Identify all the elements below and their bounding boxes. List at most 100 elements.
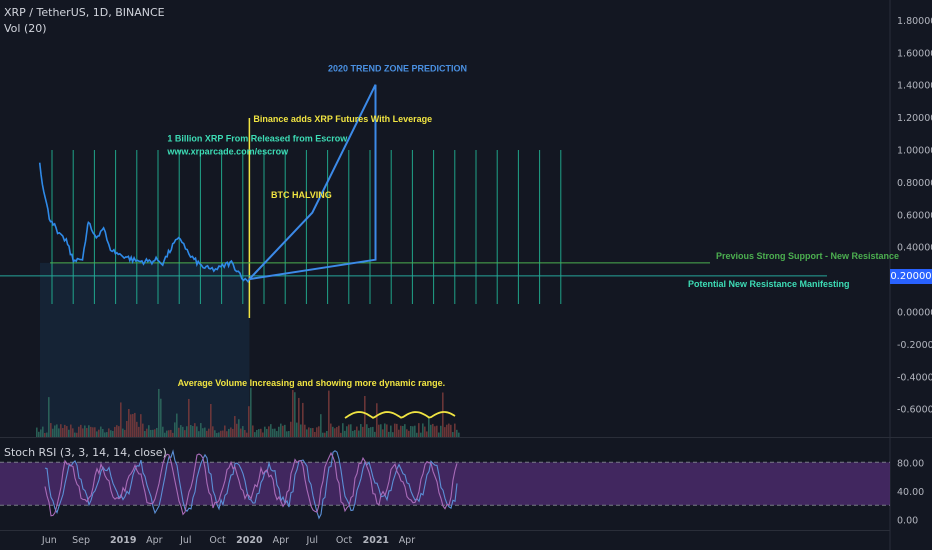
volume-bar — [292, 390, 294, 437]
volume-bar — [316, 427, 318, 437]
volume-bar — [156, 427, 158, 437]
volume-bar — [270, 424, 272, 437]
volume-bar — [330, 423, 332, 437]
volume-bar — [352, 430, 354, 437]
volume-bar — [190, 425, 192, 437]
volume-bar — [450, 424, 452, 437]
x-tick-label: Oct — [209, 535, 226, 546]
volume-bar — [110, 430, 112, 437]
volume-bar — [414, 425, 416, 437]
volume-bar — [94, 427, 96, 437]
volume-bar — [140, 414, 142, 437]
volume-bar — [116, 425, 118, 437]
volume-bar — [446, 424, 448, 437]
volume-bar — [272, 428, 274, 437]
volume-bar — [210, 403, 212, 437]
volume-bar — [202, 428, 204, 437]
x-tick-label: 2019 — [110, 535, 136, 546]
volume-bar — [224, 425, 226, 437]
volume-bar — [274, 428, 276, 437]
volume-bar — [256, 429, 258, 437]
volume-bar — [166, 430, 168, 437]
volume-bar — [96, 431, 98, 437]
volume-bar — [444, 427, 446, 437]
volume-bar — [244, 430, 246, 437]
volume-bar — [114, 426, 116, 437]
volume-bar — [402, 425, 404, 437]
volume-bar — [422, 423, 424, 437]
volume-bar — [206, 430, 208, 437]
volume-bar — [324, 432, 326, 437]
volume-bar — [232, 428, 234, 437]
volume-bars-group — [36, 387, 460, 437]
volume-bar — [308, 427, 310, 437]
volume-bar — [416, 432, 418, 437]
volume-bar — [338, 425, 340, 437]
volume-bar — [342, 423, 344, 437]
volume-bar — [448, 423, 450, 437]
volume-bar — [278, 426, 280, 437]
volume-bar — [360, 424, 362, 437]
volume-bar — [176, 413, 178, 437]
symbol-title: XRP / TetherUS, 1D, BINANCE — [4, 6, 165, 19]
stoch-k-line — [44, 449, 458, 520]
x-tick-label: Oct — [336, 535, 353, 546]
volume-bar — [102, 429, 104, 437]
volume-bar — [142, 423, 144, 437]
volume-bar — [254, 432, 256, 437]
volume-bar — [434, 426, 436, 437]
volume-bar — [122, 428, 124, 437]
volume-bar — [440, 425, 442, 437]
volume-bar — [160, 398, 162, 437]
volume-bar — [358, 430, 360, 437]
volume-bar — [340, 432, 342, 437]
volume-bar — [218, 432, 220, 437]
volume-bar — [384, 423, 386, 437]
volume-bar — [322, 432, 324, 437]
volume-bar — [282, 425, 284, 437]
volume-bar — [280, 423, 282, 437]
x-tick-label: Sep — [72, 535, 90, 546]
volume-bar — [196, 426, 198, 437]
volume-bar — [326, 430, 328, 437]
volume-bar — [86, 428, 88, 437]
volume-bar — [80, 424, 82, 437]
volume-bar — [430, 424, 432, 437]
volume-bar — [284, 424, 286, 437]
volume-bar — [174, 422, 176, 437]
last-price-tag: 0.20000 — [890, 268, 932, 284]
volume-bar — [436, 425, 438, 437]
volume-bar — [344, 430, 346, 437]
volume-bar — [290, 421, 292, 437]
volume-bar — [312, 428, 314, 437]
volume-bar — [426, 431, 428, 437]
volume-bar — [192, 426, 194, 437]
volume-bar — [72, 428, 74, 437]
volume-bar — [180, 425, 182, 437]
volume-bar — [442, 392, 444, 437]
volume-bar — [136, 421, 138, 437]
volume-bar — [398, 429, 400, 437]
volume-bar — [40, 429, 42, 437]
volume-bar — [68, 429, 70, 437]
volume-bar — [346, 426, 348, 437]
volume-bar — [394, 423, 396, 437]
x-tick-label: Apr — [146, 535, 163, 546]
volume-bar — [76, 432, 78, 437]
volume-bar — [432, 423, 434, 437]
rsi-y-tick-label: 0.00 — [897, 516, 918, 527]
volume-bar — [66, 426, 68, 437]
x-tick-label: Jul — [179, 535, 191, 546]
volume-bar — [294, 392, 296, 437]
volume-bar — [178, 427, 180, 437]
volume-bar — [388, 431, 390, 437]
projection-path — [248, 84, 377, 281]
volume-bar — [52, 428, 54, 437]
volume-bar — [162, 426, 164, 437]
volume-bar — [128, 408, 130, 437]
volume-bar — [220, 430, 222, 437]
